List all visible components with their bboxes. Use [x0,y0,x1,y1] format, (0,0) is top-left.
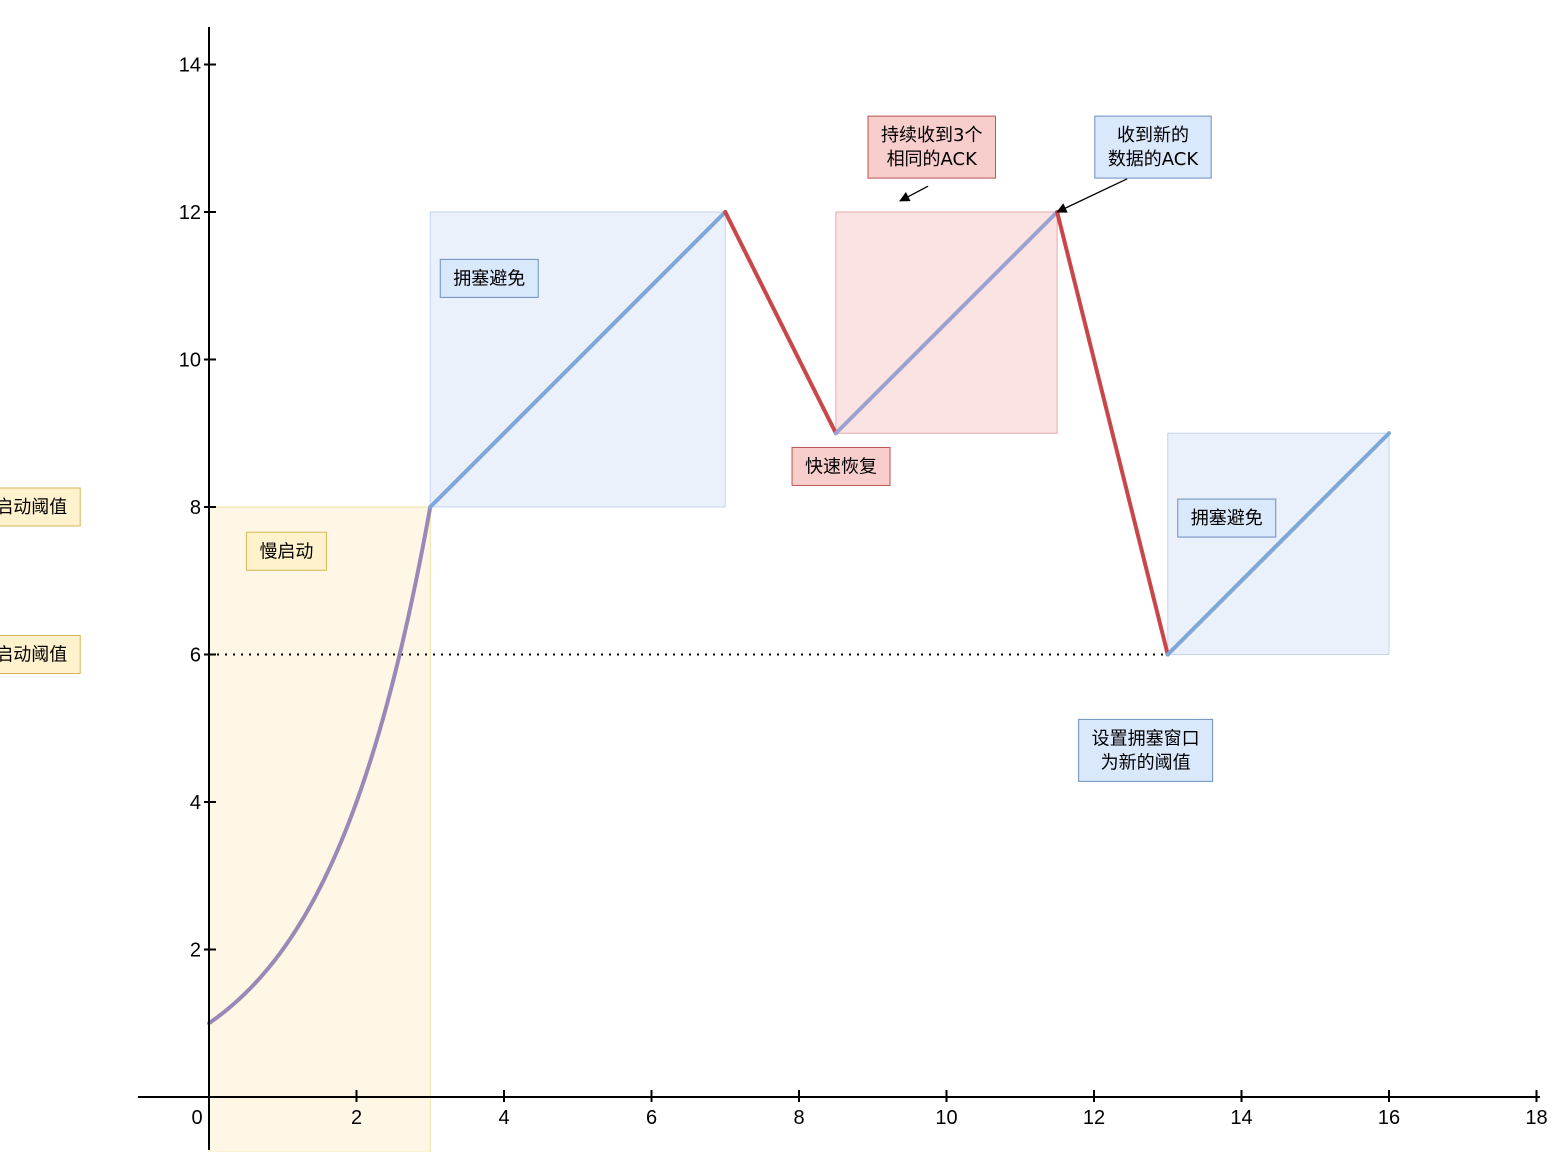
annotation-box-3: 慢启动 [245,531,327,571]
x-tick-label-14: 14 [1230,1107,1252,1129]
x-tick-label-10: 10 [935,1107,957,1129]
annotation-box-bg-6 [791,446,891,486]
annotation-box-1: (旧)慢启动阈值 [0,487,81,527]
annotation-text-7-1: 持续收到3个 [881,125,982,146]
y-tick-label-8: 8 [190,497,201,519]
series-layer [207,210,1391,1026]
annotation-box-bg-9 [1078,718,1214,782]
x-tick-label-6: 6 [646,1107,657,1129]
annotation-text-1-1: (旧)慢启动阈值 [0,497,67,518]
annotation-text-8-2: 数据的ACK [1108,149,1200,170]
annotation-arrow-1 [899,185,929,202]
x-tick-label-2: 2 [351,1107,362,1129]
annotation-box-bg-8 [1094,115,1212,179]
x-tick-label-4: 4 [498,1107,509,1129]
x-tick-label-0: 0 [191,1107,202,1129]
annotation-arrow-2 [1056,178,1128,213]
series-line-congestion-avoidance-2 [428,210,728,509]
shaded-regions [208,211,1390,1152]
series-line-fast-recovery-4 [833,210,1060,436]
annotation-box-bg-1 [0,487,81,527]
x-tick-label-12: 12 [1083,1107,1105,1129]
y-tick-label-6: 6 [190,645,201,667]
annotation-box-bg-5 [1177,498,1277,538]
annotation-box-5: 拥塞避免 [1177,498,1277,538]
axes: 0 2 4 6 8 10 12 14 16 18 2 4 6 8 10 12 14 [138,27,1548,1150]
y-tick-label-2: 2 [190,940,201,962]
series-line-congestion-avoidance-6 [1165,431,1391,657]
y-tick-label-12: 12 [179,202,201,224]
annotation-box-4: 拥塞避免 [439,258,539,298]
annotation-text-5-1: 拥塞避免 [1191,508,1263,529]
annotations-layer: (旧)慢启动阈值(新)慢启动阈值慢启动拥塞避免拥塞避免快速恢复持续收到3个相同的… [0,115,1277,782]
annotation-box-6: 快速恢复 [791,446,891,486]
annotation-text-3-1: 慢启动 [259,541,313,562]
annotation-box-bg-2 [0,635,81,674]
series-line-slow-start-1 [207,505,433,1026]
annotation-text-8-1: 收到新的 [1117,125,1189,146]
annotation-box-bg-4 [439,258,539,298]
annotation-box-bg-7 [867,115,996,179]
y-tick-label-10: 10 [179,350,201,372]
x-tick-label-16: 16 [1378,1107,1400,1129]
y-tick-label-14: 14 [179,55,201,77]
annotation-text-6-1: 快速恢复 [805,456,877,477]
phase-region-1 [208,506,431,1152]
series-line-drop-3 [723,210,838,436]
annotation-text-2-1: (新)慢启动阈值 [0,645,67,666]
y-tick-label-4: 4 [190,792,201,814]
annotation-box-bg-3 [245,531,327,571]
annotation-text-9-1: 设置拥塞窗口 [1092,728,1200,749]
x-tick-label-18: 18 [1525,1107,1547,1129]
annotation-box-2: (新)慢启动阈值 [0,635,81,674]
x-tick-label-8: 8 [793,1107,804,1129]
annotation-text-4-1: 拥塞避免 [453,268,525,289]
series-line-drop-5 [1055,210,1170,657]
annotation-text-7-2: 相同的ACK [887,149,979,170]
annotation-text-9-2: 为新的阈值 [1101,752,1191,773]
arrows-layer [899,178,1128,213]
